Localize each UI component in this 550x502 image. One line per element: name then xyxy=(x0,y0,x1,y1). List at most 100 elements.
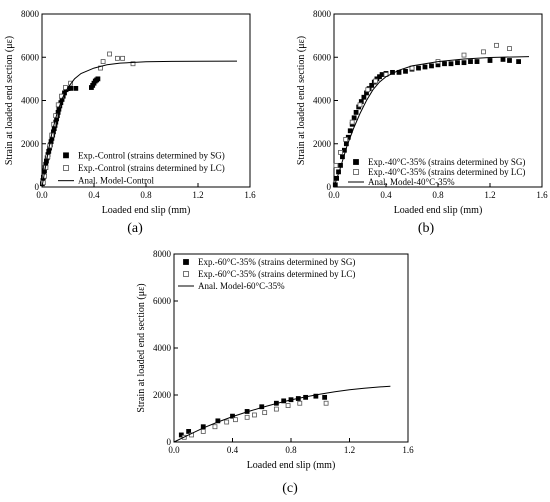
data-point-lc xyxy=(200,429,206,434)
data-point-lc xyxy=(130,61,136,67)
data-point-lc xyxy=(349,119,355,125)
legend-entry: Exp.-40°C-35% (strains determined by SG) xyxy=(368,157,525,167)
legend-marker-swatch xyxy=(63,165,69,171)
data-point-sg xyxy=(422,64,428,70)
data-point-sg xyxy=(461,60,467,66)
data-point-lc xyxy=(63,85,68,90)
data-point-lc xyxy=(365,87,371,93)
data-point-sg xyxy=(455,60,460,66)
series-line-model xyxy=(333,56,530,188)
legend-entry: Exp.-Control (strains determined by LC) xyxy=(78,163,225,173)
data-point-sg xyxy=(500,57,506,62)
x-tick-label: 0.4 xyxy=(380,190,392,200)
data-point-lc xyxy=(285,403,291,408)
data-point-sg xyxy=(322,394,328,400)
data-point-sg xyxy=(379,72,385,77)
data-point-lc xyxy=(273,406,279,412)
chart-panel-2: 0.0 0.4 0.8 1.2 1.6 0 2000 4000 6000 8000 Loaded e… xyxy=(296,9,548,236)
y-tick-label: 8000 xyxy=(153,249,172,259)
data-point-sg xyxy=(429,63,434,69)
legend-marker-swatch xyxy=(63,152,69,159)
data-point-lc xyxy=(68,80,73,86)
y-tick-label: 2000 xyxy=(313,139,332,149)
legend-entry: Exp.-60°C-35% (strains determined by LC) xyxy=(198,269,355,279)
y-axis-label: Strain at loaded end section (με) xyxy=(136,283,147,412)
data-point-sg xyxy=(448,61,454,67)
series-line-model xyxy=(41,60,238,188)
data-point-sg xyxy=(468,59,473,64)
data-point-sg xyxy=(73,85,79,91)
data-point-sg xyxy=(186,429,192,434)
data-point-sg xyxy=(416,65,421,71)
data-point-lc xyxy=(297,400,303,406)
data-point-lc xyxy=(244,414,250,420)
data-point-lc xyxy=(323,400,329,406)
data-point-sg xyxy=(68,85,73,91)
x-tick-label: 0.0 xyxy=(168,445,180,455)
data-point-sg xyxy=(361,94,367,100)
x-tick-label: 0.4 xyxy=(88,190,100,200)
data-point-lc xyxy=(357,102,363,108)
legend-marker-swatch xyxy=(353,169,359,175)
data-point-sg xyxy=(516,59,521,64)
data-point-sg xyxy=(353,109,359,115)
x-tick-label: 0.8 xyxy=(140,190,152,200)
data-point-lc xyxy=(262,410,268,416)
x-tick-label: 1.2 xyxy=(344,445,355,455)
x-tick-label: 1.6 xyxy=(536,190,548,200)
legend-marker-swatch xyxy=(353,159,359,165)
data-point-lc xyxy=(233,417,238,423)
x-tick-label: 0.8 xyxy=(285,445,297,455)
y-tick-label: 2000 xyxy=(21,139,40,149)
y-tick-label: 8000 xyxy=(21,9,40,19)
panel-label: (b) xyxy=(418,221,435,236)
x-tick-label: 1.6 xyxy=(244,190,256,200)
data-point-sg xyxy=(442,61,447,67)
x-tick-label: 0.4 xyxy=(227,445,239,455)
data-point-lc xyxy=(115,55,120,61)
data-point-sg xyxy=(474,59,480,64)
data-point-lc xyxy=(373,78,379,84)
data-point-lc xyxy=(107,51,112,57)
chart-panel-3: 0.0 0.4 0.8 1.2 1.6 0 2000 4000 6000 8000 Loaded e… xyxy=(136,249,414,496)
x-tick-label: 1.6 xyxy=(402,445,414,455)
data-point-lc xyxy=(212,424,218,430)
data-point-lc xyxy=(507,46,512,51)
y-tick-label: 8000 xyxy=(313,9,332,19)
data-point-lc xyxy=(343,137,349,142)
legend-entry: Anal. Model-Control xyxy=(78,176,154,186)
data-point-lc xyxy=(333,162,339,168)
x-tick-label: 0.0 xyxy=(36,190,48,200)
y-tick-label: 6000 xyxy=(313,52,332,62)
x-tick-label: 0.0 xyxy=(328,190,340,200)
x-tick-label: 1.2 xyxy=(192,190,203,200)
legend-entry: Exp.-Control (strains determined by SG) xyxy=(78,150,225,160)
data-point-lc xyxy=(461,52,467,58)
x-tick-label: 0.8 xyxy=(432,190,444,200)
data-point-lc xyxy=(252,412,257,418)
data-point-lc xyxy=(338,149,343,155)
legend: Exp.-Control (strains determined by SG) E… xyxy=(58,150,225,186)
y-axis-label: Strain at loaded end section (με) xyxy=(4,36,15,165)
data-point-sg xyxy=(403,68,408,74)
data-point-sg xyxy=(507,58,512,63)
y-tick-label: 2000 xyxy=(153,390,172,400)
legend: Exp.-40°C-35% (strains determined by SG)… xyxy=(348,157,525,187)
y-tick-label: 4000 xyxy=(21,96,40,106)
x-axis-label: Loaded end slip (mm) xyxy=(247,460,336,471)
y-tick-label: 4000 xyxy=(153,343,172,353)
legend-entry: Anal. Model-60°C-35% xyxy=(198,281,285,291)
legend-marker-swatch xyxy=(183,259,189,265)
legend-marker-swatch xyxy=(183,271,189,277)
data-point-lc xyxy=(481,49,486,55)
data-point-lc xyxy=(224,419,230,425)
y-tick-label: 6000 xyxy=(21,52,40,62)
data-point-sg xyxy=(313,393,319,399)
data-point-lc xyxy=(120,55,125,61)
data-point-lc xyxy=(494,42,499,48)
y-tick-label: 0 xyxy=(327,182,332,192)
data-point-sg xyxy=(95,76,101,82)
series-line-model xyxy=(173,385,391,443)
data-point-sg xyxy=(351,115,357,121)
